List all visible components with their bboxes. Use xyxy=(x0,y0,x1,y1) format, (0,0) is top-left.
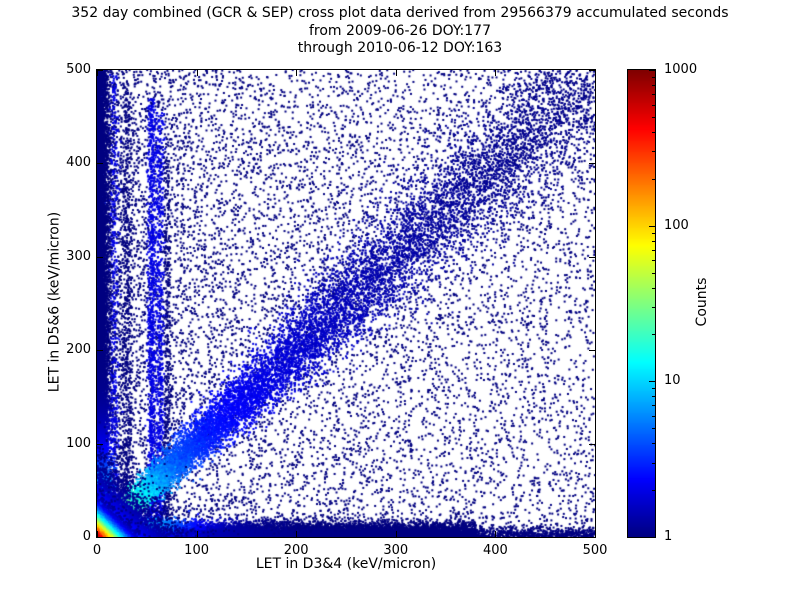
colorbar-minor-tick xyxy=(652,105,655,106)
colorbar-canvas xyxy=(628,70,655,537)
colorbar-minor-tick xyxy=(652,490,655,491)
x-axis-label: LET in D3&4 (keV/micron) xyxy=(255,556,437,572)
x-major-tick xyxy=(395,531,397,537)
chart-title-line1: 352 day combined (GCR & SEP) cross plot … xyxy=(71,5,729,21)
colorbar-minor-tick xyxy=(652,151,655,152)
x-major-tick xyxy=(296,531,298,537)
colorbar-minor-tick xyxy=(652,241,655,242)
y-major-tick xyxy=(97,350,103,352)
x-major-tick-top xyxy=(296,70,298,76)
y-major-tick xyxy=(97,537,103,538)
y-tick-label: 100 xyxy=(66,435,91,451)
colorbar-minor-tick xyxy=(652,405,655,406)
y-major-tick xyxy=(97,443,103,445)
colorbar-tick-label: 1 xyxy=(664,529,673,544)
y-major-tick-right xyxy=(589,70,595,71)
y-tick-label: 300 xyxy=(66,248,91,264)
x-major-tick-top xyxy=(595,70,596,76)
chart-title-line2: from 2009-06-26 DOY:177 xyxy=(308,23,491,39)
colorbar-label: Counts xyxy=(694,277,710,327)
colorbar-minor-tick xyxy=(652,77,655,78)
y-major-tick xyxy=(97,163,103,165)
colorbar-minor-tick xyxy=(652,132,655,133)
plot-area xyxy=(96,69,596,538)
colorbar-minor-tick xyxy=(652,334,655,335)
colorbar-tick-label: 100 xyxy=(664,217,689,233)
scatter-canvas xyxy=(97,70,595,537)
x-tick-label: 100 xyxy=(184,543,209,558)
colorbar-minor-tick xyxy=(652,396,655,397)
x-major-tick xyxy=(196,531,198,537)
colorbar-tick-label: 1000 xyxy=(664,62,698,77)
y-tick-label: 0 xyxy=(82,529,91,544)
colorbar xyxy=(627,69,656,538)
colorbar-minor-tick xyxy=(652,117,655,118)
y-major-tick-right xyxy=(589,163,595,165)
x-major-tick-top xyxy=(395,70,397,76)
colorbar-minor-tick xyxy=(652,307,655,308)
x-major-tick xyxy=(595,531,596,537)
colorbar-minor-tick xyxy=(652,85,655,86)
x-major-tick-top xyxy=(97,70,98,76)
x-tick-label: 400 xyxy=(482,543,508,558)
y-tick-label: 400 xyxy=(66,155,91,171)
chart-title-line3: through 2010-06-12 DOY:163 xyxy=(297,40,503,56)
colorbar-minor-tick xyxy=(652,250,655,251)
colorbar-minor-tick xyxy=(652,428,655,429)
colorbar-major-tick xyxy=(649,70,655,71)
y-axis-label: LET in D5&6 (keV/micron) xyxy=(46,211,63,393)
colorbar-minor-tick xyxy=(652,233,655,234)
colorbar-minor-tick xyxy=(652,273,655,274)
y-major-tick-right xyxy=(589,256,595,258)
x-major-tick xyxy=(495,531,497,537)
colorbar-minor-tick xyxy=(652,416,655,417)
y-tick-label: 500 xyxy=(66,62,91,77)
colorbar-tick-label: 10 xyxy=(664,373,681,389)
colorbar-minor-tick xyxy=(652,94,655,95)
x-major-tick-top xyxy=(196,70,198,76)
x-tick-label: 200 xyxy=(283,543,309,558)
y-major-tick-right xyxy=(589,350,595,352)
colorbar-minor-tick xyxy=(652,288,655,289)
colorbar-minor-tick xyxy=(652,388,655,389)
colorbar-minor-tick xyxy=(652,463,655,464)
colorbar-minor-tick xyxy=(652,443,655,444)
colorbar-minor-tick xyxy=(652,260,655,261)
x-major-tick xyxy=(97,531,98,537)
y-major-tick-right xyxy=(589,443,595,445)
x-major-tick-top xyxy=(495,70,497,76)
y-major-tick-right xyxy=(589,537,595,538)
colorbar-major-tick xyxy=(649,381,655,382)
y-major-tick xyxy=(97,256,103,258)
y-major-tick xyxy=(97,70,103,71)
x-tick-label: 0 xyxy=(92,543,102,558)
colorbar-major-tick xyxy=(649,226,655,227)
colorbar-minor-tick xyxy=(652,179,655,180)
x-tick-label: 300 xyxy=(383,543,409,558)
colorbar-major-tick xyxy=(649,537,655,538)
x-tick-label: 500 xyxy=(582,543,608,558)
y-tick-label: 200 xyxy=(66,342,91,358)
